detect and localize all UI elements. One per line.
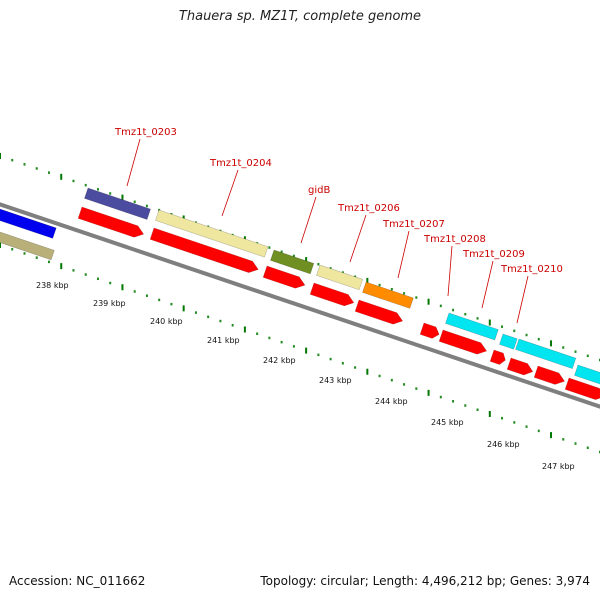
scale-label: 246 kbp bbox=[487, 440, 520, 449]
scale-label: 244 kbp bbox=[375, 397, 408, 406]
scale-label: 245 kbp bbox=[431, 418, 464, 427]
cds-arrow bbox=[262, 265, 306, 289]
gene-labels: Tmz1t_0203 Tmz1t_0204 gidB Tmz1t_0206 Tm… bbox=[114, 127, 563, 275]
inner-tick-ring bbox=[0, 242, 600, 454]
accession-text: Accession: NC_011662 bbox=[9, 574, 146, 588]
scale-label: 243 kbp bbox=[319, 376, 352, 385]
gene-label: Tmz1t_0206 bbox=[337, 203, 400, 214]
gene-label: Tmz1t_0208 bbox=[423, 234, 486, 245]
map-title: Thauera sp. MZ1T, complete genome bbox=[178, 9, 422, 24]
cds-arrow bbox=[438, 329, 488, 355]
cds-arrow bbox=[309, 282, 355, 307]
feature-block bbox=[515, 338, 577, 369]
cds-arrow bbox=[533, 365, 565, 385]
label-leader-line bbox=[126, 138, 141, 187]
scale-label: 247 kbp bbox=[542, 462, 575, 471]
label-leader-line bbox=[221, 169, 239, 217]
feature-block bbox=[0, 204, 57, 239]
cds-arrow bbox=[149, 227, 259, 273]
feature-block bbox=[84, 187, 151, 220]
label-leader-line bbox=[397, 230, 410, 279]
feature-block bbox=[0, 227, 55, 261]
scale-label: 239 kbp bbox=[93, 299, 126, 308]
scale-label: 240 kbp bbox=[150, 317, 183, 326]
cds-arrow bbox=[506, 357, 534, 376]
feature-track bbox=[0, 187, 600, 386]
genome-backbone bbox=[0, 202, 600, 409]
gene-label: Tmz1t_0210 bbox=[500, 264, 563, 275]
gene-label: gidB bbox=[308, 185, 330, 196]
feature-block bbox=[362, 281, 414, 309]
feature-block bbox=[270, 249, 315, 275]
feature-block bbox=[316, 264, 364, 291]
label-leader-line bbox=[349, 214, 367, 263]
gene-label: Tmz1t_0204 bbox=[209, 158, 272, 169]
label-leader-line bbox=[300, 196, 317, 244]
gene-label: Tmz1t_0207 bbox=[382, 219, 445, 230]
feature-block bbox=[574, 364, 600, 386]
feature-block bbox=[499, 333, 518, 350]
feature-block bbox=[445, 312, 499, 341]
gene-label: Tmz1t_0203 bbox=[114, 127, 177, 138]
cds-arrow bbox=[489, 349, 506, 365]
cds-arrow bbox=[419, 322, 440, 339]
feature-block bbox=[155, 209, 269, 258]
label-leader-line bbox=[516, 275, 529, 324]
scale-label: 241 kbp bbox=[207, 336, 240, 345]
scale-label: 242 kbp bbox=[263, 356, 296, 365]
scale-labels: 238 kbp 239 kbp 240 kbp 241 kbp 242 kbp … bbox=[36, 281, 575, 471]
label-leader-line bbox=[481, 260, 494, 309]
cds-arrow bbox=[564, 377, 600, 400]
cds-track bbox=[77, 206, 600, 400]
label-leader-line bbox=[447, 245, 453, 297]
scale-label: 238 kbp bbox=[36, 281, 69, 290]
cds-arrow bbox=[77, 206, 145, 238]
label-leaders bbox=[126, 138, 529, 324]
gene-label: Tmz1t_0209 bbox=[462, 249, 525, 260]
topology-summary: Topology: circular; Length: 4,496,212 bp… bbox=[260, 574, 590, 588]
cds-arrow bbox=[354, 299, 404, 325]
